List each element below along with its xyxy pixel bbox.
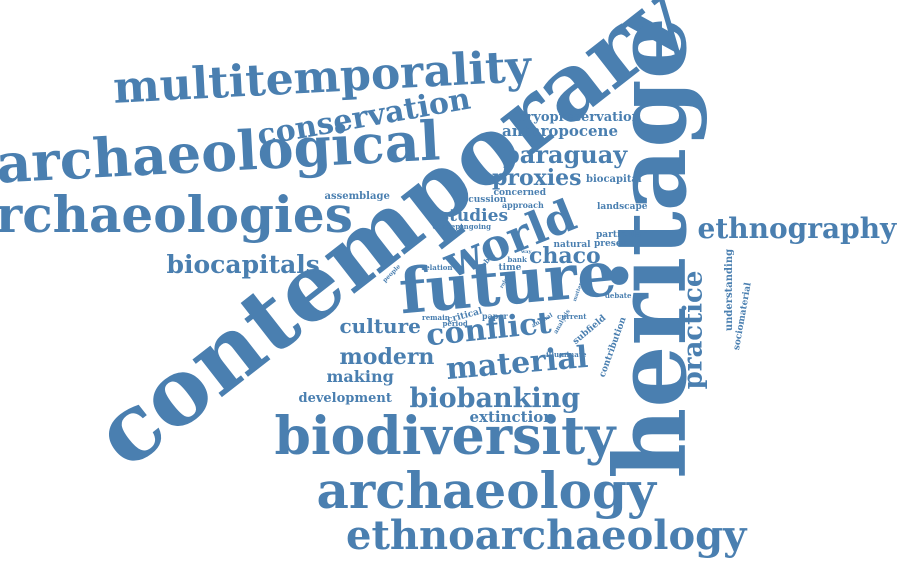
word-archaeologies: archaeologies [0, 190, 353, 240]
word-remain: remain [422, 314, 450, 321]
word-ethnography: ethnography [698, 215, 897, 243]
word-relation: relation [422, 264, 453, 271]
word-bank: bank [508, 256, 527, 263]
word-ethnoarchaeology: ethnoarchaeology [346, 516, 746, 556]
word-proxies: proxies [492, 167, 582, 189]
word-development: development [299, 392, 392, 405]
word-natural: natural [554, 241, 591, 250]
word-landscape: landscape [597, 203, 647, 212]
word-biocapital: biocapital [586, 175, 642, 185]
word-approach: approach [502, 201, 544, 209]
word-way: way [521, 250, 531, 255]
word-ongoing: ongoing [459, 223, 491, 230]
word-biodiversity: biodiversity [275, 411, 616, 463]
word-illuminate: illuminate [546, 351, 586, 358]
word-sociomaterial: sociomaterial [732, 281, 753, 350]
word-time: time [499, 264, 522, 273]
word-cryopreservation: cryopreservation [519, 111, 642, 124]
word-archaeology: archaeology [317, 466, 656, 516]
word-practice: practice [680, 271, 706, 390]
word-culture: culture [340, 316, 421, 336]
word-present: present [594, 240, 632, 249]
word-modern: modern [340, 346, 435, 368]
word-biocapitals: biocapitals [167, 252, 320, 277]
word-anthropocene: anthropocene [502, 124, 618, 139]
word-paraguay: paraguay [503, 143, 627, 167]
word-discussion: discussion [454, 196, 507, 205]
word-paper: paper [482, 312, 508, 320]
word-extinction: extinction [470, 410, 555, 425]
word-making: making [327, 369, 394, 385]
word-assemblage: assemblage [325, 192, 390, 202]
word-debate: debate [605, 292, 631, 299]
word-understanding: understanding [725, 249, 735, 331]
